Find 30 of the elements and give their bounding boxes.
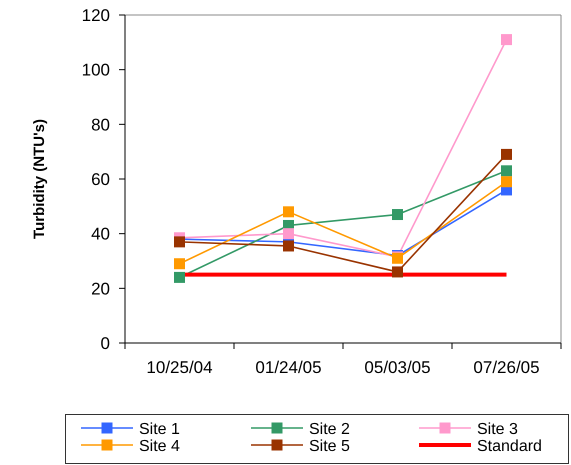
y-tick-label: 120 — [82, 6, 110, 25]
point — [283, 206, 294, 218]
point — [501, 148, 512, 160]
legend-label: Standard — [477, 438, 542, 455]
x-tick-label: 10/25/04 — [146, 358, 213, 377]
point — [392, 209, 403, 220]
legend-label: Site 5 — [309, 438, 350, 455]
legend-label: Site 1 — [139, 421, 180, 438]
point — [283, 228, 294, 240]
point — [392, 266, 403, 278]
x-tick-label: 01/24/05 — [255, 358, 322, 377]
point — [283, 240, 294, 252]
y-axis-title: Turbidity (NTU's) — [31, 119, 48, 239]
y-tick-label: 60 — [91, 170, 110, 189]
point — [174, 272, 185, 283]
x-tick-label: 07/26/05 — [473, 358, 540, 377]
y-tick-label: 80 — [91, 115, 110, 134]
y-tick-label: 20 — [91, 279, 110, 298]
point — [501, 34, 512, 46]
point — [501, 176, 512, 188]
y-tick-label: 40 — [91, 224, 110, 244]
y-tick-label: 0 — [100, 334, 110, 353]
point — [174, 258, 185, 270]
x-tick-label: 05/03/05 — [364, 358, 431, 377]
legend-label: Site 4 — [139, 438, 180, 455]
y-tick-label: 100 — [82, 60, 110, 80]
point — [174, 236, 185, 248]
legend-label: Site 2 — [309, 421, 350, 438]
point — [501, 165, 512, 176]
legend-label: Site 3 — [477, 421, 518, 438]
